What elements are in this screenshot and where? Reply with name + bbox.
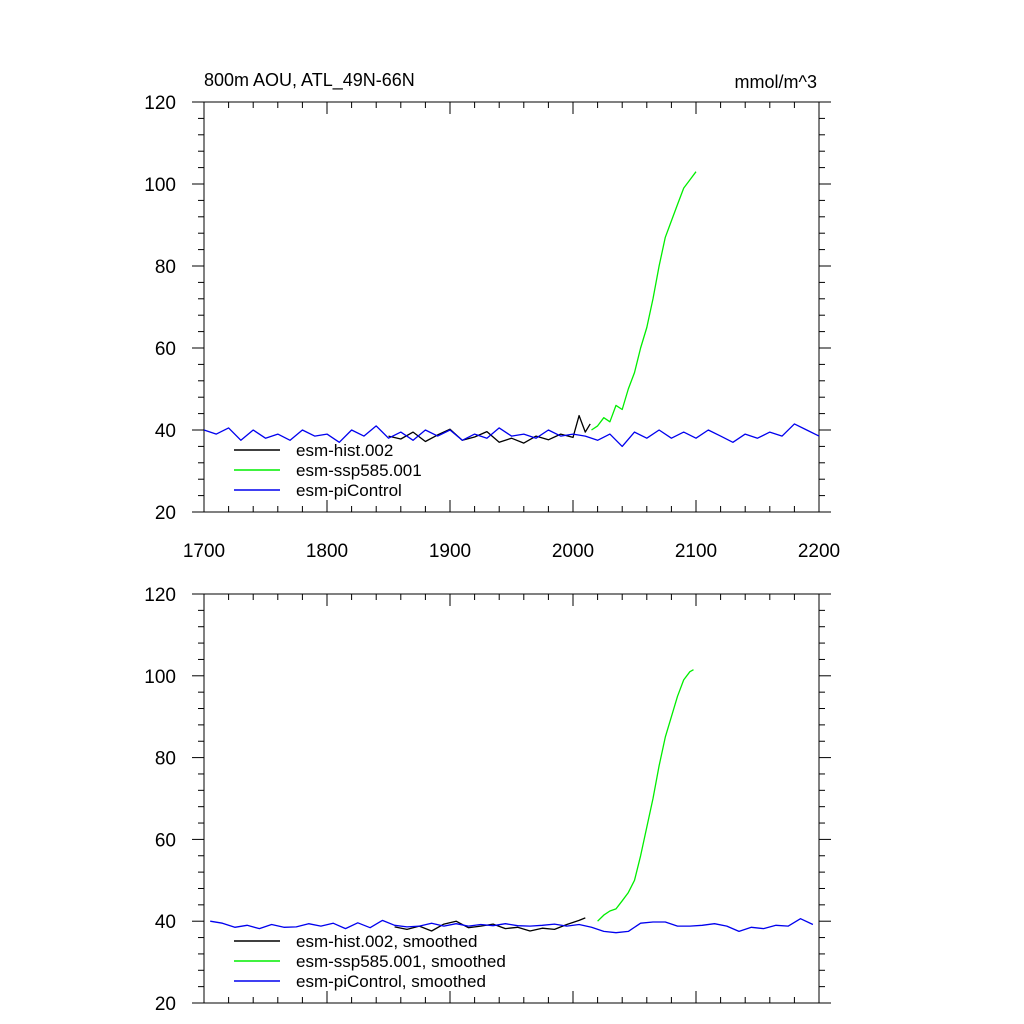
series-line-2 — [597, 669, 694, 922]
legend-label-1: esm-hist.002 — [296, 441, 393, 460]
y-tick-label: 120 — [144, 93, 176, 114]
y-tick-label: 40 — [155, 421, 176, 442]
y-tick-label: 120 — [144, 585, 176, 606]
series-line-2 — [591, 171, 697, 431]
chart-units: mmol/m^3 — [735, 72, 817, 92]
series-line-3 — [210, 918, 814, 934]
legend-label-2: esm-ssp585.001, smoothed — [296, 952, 506, 971]
y-tick-label: 60 — [155, 830, 176, 851]
x-tick-label: 1900 — [429, 541, 471, 562]
chart-title: 800m AOU, ATL_49N-66N — [204, 70, 415, 91]
plot-frame — [203, 101, 820, 513]
y-tick-label: 20 — [155, 503, 176, 524]
legend-label-2: esm-ssp585.001 — [296, 461, 422, 480]
x-tick-label: 1700 — [183, 541, 225, 562]
series-line-3 — [203, 423, 820, 448]
x-tick-label: 2000 — [552, 541, 594, 562]
y-tick-label: 100 — [144, 667, 176, 688]
y-tick-label: 100 — [144, 175, 176, 196]
y-tick-label: 20 — [155, 994, 176, 1015]
series-line-1 — [394, 917, 586, 932]
legend-label-3: esm-piControl — [296, 481, 402, 500]
legend-label-1: esm-hist.002, smoothed — [296, 932, 477, 951]
x-tick-label: 1800 — [306, 541, 348, 562]
legend-label-3: esm-piControl, smoothed — [296, 972, 486, 991]
x-tick-label: 2100 — [675, 541, 717, 562]
x-tick-label: 2200 — [798, 541, 840, 562]
plot-frame — [203, 593, 820, 1004]
y-tick-label: 60 — [155, 339, 176, 360]
panel-1: 20 40 60 80 100 120 1700 1800 1900 2000 2100 2200 80… — [144, 70, 840, 562]
series-line-1 — [388, 414, 591, 444]
y-tick-label: 40 — [155, 912, 176, 933]
y-tick-label: 80 — [155, 257, 176, 278]
y-tick-label: 80 — [155, 749, 176, 770]
